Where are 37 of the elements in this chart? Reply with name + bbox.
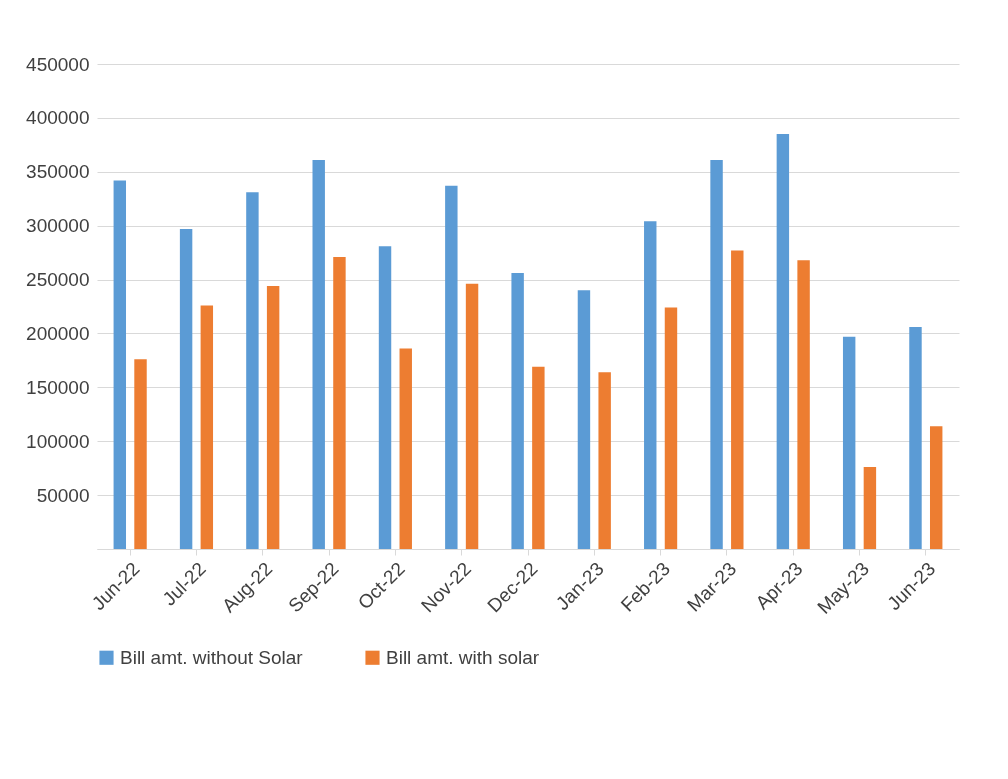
- bar: [731, 250, 744, 549]
- bar: [532, 366, 545, 549]
- bar: [445, 185, 458, 549]
- y-tick-label: 100000: [26, 430, 90, 452]
- bar: [909, 326, 922, 549]
- bar: [333, 256, 346, 549]
- y-tick-label: 200000: [26, 322, 90, 344]
- bar: [929, 426, 943, 549]
- bar: [134, 359, 147, 549]
- y-tick-label: 150000: [26, 376, 90, 398]
- bar: [179, 228, 193, 549]
- bar: [664, 307, 678, 549]
- bar: [465, 283, 479, 549]
- legend-label: Bill amt. without Solar: [120, 646, 304, 668]
- bar: [312, 159, 325, 549]
- legend-label: Bill amt. with solar: [386, 646, 540, 668]
- bar: [577, 290, 591, 549]
- bar: [200, 305, 214, 549]
- y-tick-label: 300000: [26, 215, 90, 237]
- bar: [113, 180, 127, 549]
- bar: [378, 246, 392, 549]
- bar: [776, 134, 790, 549]
- bar: [797, 260, 810, 549]
- y-tick-label: 350000: [26, 161, 90, 183]
- bar: [644, 221, 657, 549]
- y-tick-label: 250000: [26, 269, 90, 291]
- bar: [246, 192, 259, 549]
- y-tick-label: 450000: [26, 53, 90, 75]
- bar: [598, 372, 611, 549]
- bar: [399, 348, 412, 549]
- bar: [863, 467, 877, 549]
- y-tick-label: 400000: [26, 107, 90, 129]
- y-tick-label: 50000: [36, 484, 90, 506]
- bar: [511, 273, 524, 549]
- bar: [266, 286, 280, 549]
- bar: [710, 159, 723, 549]
- bar: [842, 336, 856, 549]
